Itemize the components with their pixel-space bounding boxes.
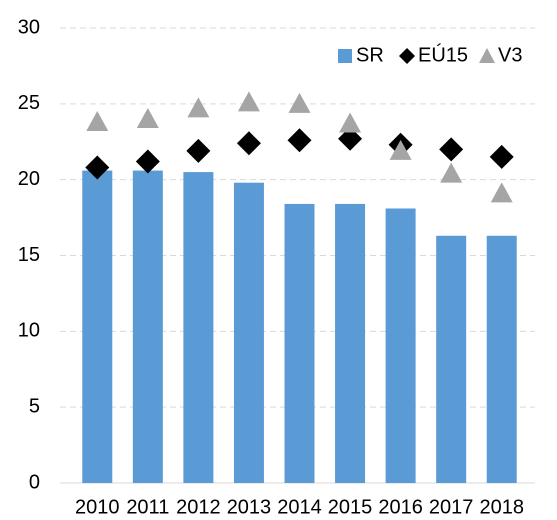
legend-swatch	[399, 48, 415, 64]
y-tick-label: 0	[29, 471, 40, 493]
triangle-marker	[339, 112, 362, 133]
legend-label: SR	[356, 44, 384, 66]
bar	[183, 172, 214, 484]
legend-swatch	[338, 49, 352, 63]
bar	[132, 170, 163, 484]
x-tick-label: 2018	[479, 496, 524, 518]
triangle-marker	[288, 92, 311, 113]
bar	[335, 203, 366, 483]
x-tick-label: 2013	[227, 496, 272, 518]
y-tick-label: 20	[18, 168, 40, 190]
x-tick-label: 2014	[277, 496, 322, 518]
bar	[385, 208, 416, 483]
diamond-marker	[135, 149, 160, 174]
bar	[284, 203, 315, 483]
y-tick-label: 30	[18, 16, 40, 38]
bar	[486, 235, 517, 483]
diamond-marker	[236, 131, 261, 156]
triangle-marker	[237, 91, 260, 112]
x-tick-label: 2011	[126, 496, 169, 518]
x-tick-label: 2012	[176, 496, 221, 518]
x-tick-label: 2016	[378, 496, 423, 518]
triangle-marker	[86, 111, 109, 132]
triangle-marker	[490, 182, 513, 203]
diamond-marker	[439, 137, 464, 162]
bar	[436, 235, 467, 483]
x-tick-label: 2015	[328, 496, 373, 518]
y-tick-label: 10	[18, 320, 40, 342]
triangle-marker	[136, 108, 159, 128]
diamond-marker	[85, 155, 110, 180]
diamond-marker	[338, 126, 363, 151]
legend-swatch	[479, 48, 495, 63]
bar	[82, 170, 113, 484]
y-tick-label: 5	[29, 395, 40, 417]
legend-label: V3	[498, 44, 522, 66]
triangle-marker	[187, 97, 210, 118]
diamond-marker	[186, 138, 211, 163]
legend-label: EÚ15	[418, 43, 468, 66]
bar	[233, 182, 264, 483]
y-tick-label: 15	[18, 244, 40, 266]
diamond-marker	[287, 128, 312, 153]
y-tick-label: 25	[18, 92, 40, 114]
diamond-marker	[489, 144, 514, 169]
triangle-marker	[389, 139, 412, 160]
x-tick-label: 2017	[429, 496, 474, 518]
triangle-marker	[440, 162, 463, 183]
x-tick-label: 2010	[75, 496, 120, 518]
